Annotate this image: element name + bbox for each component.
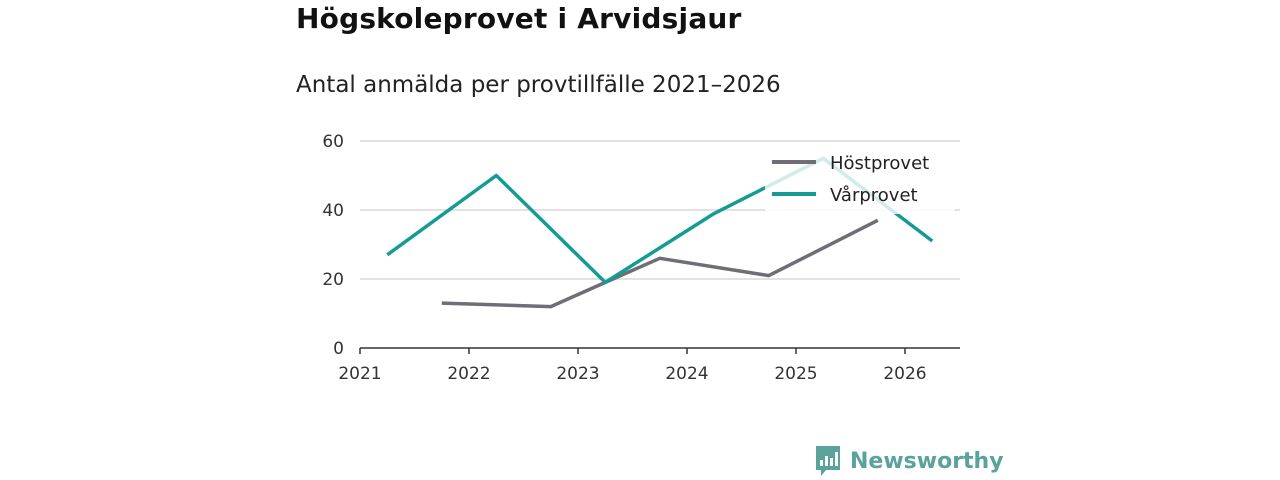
bar-chart-logo-icon [816, 446, 840, 476]
y-tick-label: 60 [322, 132, 344, 152]
x-tick-label: 2024 [665, 364, 708, 384]
series-line-hostprovet [441, 218, 879, 309]
x-tick-label: 2026 [883, 364, 926, 384]
chart-title: Högskoleprovet i Arvidsjaur [296, 2, 742, 35]
x-tick-label: 2023 [556, 364, 599, 384]
legend-box [765, 144, 955, 214]
brand-logo: Newsworthy [814, 444, 1004, 478]
legend-label: Höstprovet [830, 153, 929, 174]
x-tick-label: 2021 [338, 364, 381, 384]
x-tick-label: 2022 [447, 364, 490, 384]
x-tick-label: 2025 [774, 364, 817, 384]
y-tick-label: 40 [322, 201, 344, 221]
chart-subtitle: Antal anmälda per provtillfälle 2021–202… [296, 72, 781, 98]
y-tick-label: 20 [322, 270, 344, 290]
brand-name: Newsworthy [850, 448, 1004, 474]
y-tick-label: 0 [333, 339, 344, 359]
legend-label: Vårprovet [830, 185, 918, 206]
